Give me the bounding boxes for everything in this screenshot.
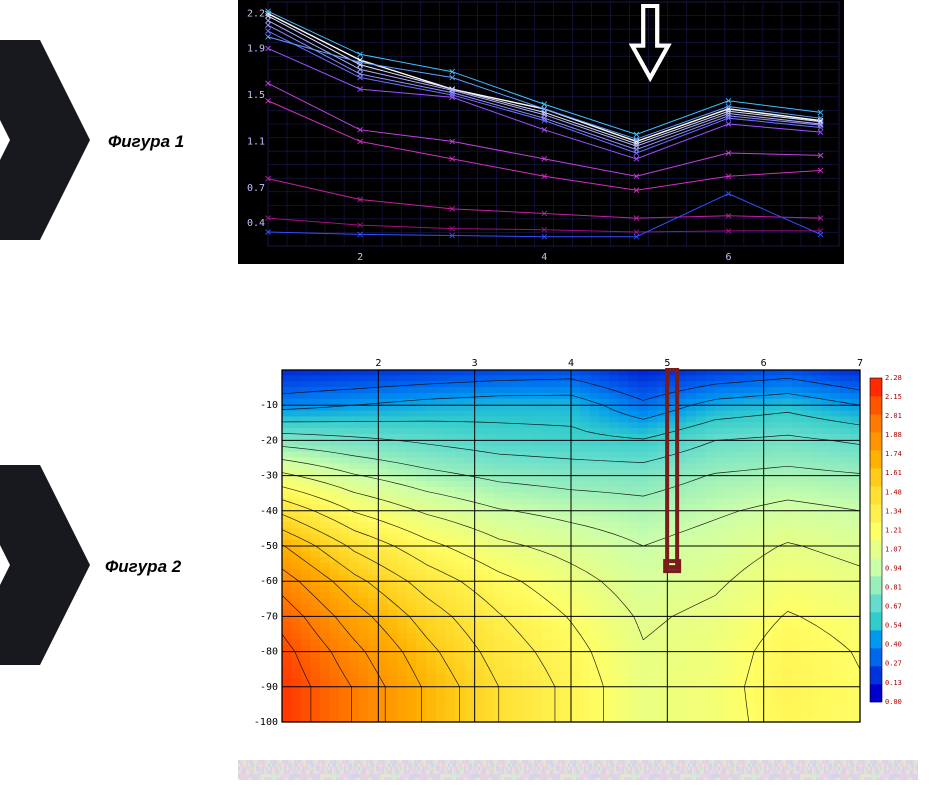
svg-text:0.00: 0.00 — [885, 698, 902, 706]
svg-text:1.48: 1.48 — [885, 488, 902, 496]
svg-text:-20: -20 — [260, 435, 278, 446]
svg-text:2.15: 2.15 — [885, 393, 902, 401]
contour-heatmap-svg: 2 3 4 5 6 7 -10 -20 -30 -40 -50 -60 -70 -80 -90 -100 0.0… — [238, 352, 918, 730]
svg-text:-40: -40 — [260, 506, 278, 517]
noise-strip — [238, 760, 918, 780]
svg-text:2: 2 — [357, 252, 363, 263]
svg-text:0.13: 0.13 — [885, 679, 902, 687]
svg-text:1.34: 1.34 — [885, 507, 902, 515]
svg-text:2.2: 2.2 — [247, 9, 265, 20]
chevron-shape — [0, 465, 90, 665]
svg-text:0.54: 0.54 — [885, 622, 902, 630]
svg-text:1.88: 1.88 — [885, 431, 902, 439]
svg-text:-90: -90 — [260, 682, 278, 693]
svg-text:-30: -30 — [260, 471, 278, 482]
line-chart: 0.4 0.7 1.1 1.5 1.9 2.2 2 4 6 — [238, 0, 844, 264]
svg-text:1.74: 1.74 — [885, 450, 902, 458]
svg-text:6: 6 — [761, 358, 767, 369]
svg-text:5: 5 — [664, 358, 670, 369]
figure-2-label: Фигура 2 — [105, 557, 181, 577]
svg-text:0.40: 0.40 — [885, 641, 902, 649]
svg-text:2.01: 2.01 — [885, 412, 902, 420]
chevron-1 — [0, 40, 90, 240]
svg-text:-100: -100 — [254, 717, 278, 728]
svg-text:-70: -70 — [260, 611, 278, 622]
svg-text:0.4: 0.4 — [247, 218, 265, 229]
svg-text:1.21: 1.21 — [885, 526, 902, 534]
svg-text:1.61: 1.61 — [885, 469, 902, 477]
svg-text:0.81: 0.81 — [885, 584, 902, 592]
svg-text:1.5: 1.5 — [247, 90, 265, 101]
svg-text:0.94: 0.94 — [885, 564, 902, 572]
svg-text:4: 4 — [541, 252, 547, 263]
svg-text:-80: -80 — [260, 647, 278, 658]
line-chart-svg: 0.4 0.7 1.1 1.5 1.9 2.2 2 4 6 — [238, 0, 844, 264]
svg-text:2: 2 — [375, 358, 381, 369]
svg-text:-60: -60 — [260, 576, 278, 587]
svg-text:7: 7 — [857, 358, 863, 369]
figure-1-label: Фигура 1 — [108, 132, 184, 152]
chevron-2 — [0, 465, 90, 665]
svg-text:1.9: 1.9 — [247, 43, 265, 54]
svg-text:1.07: 1.07 — [885, 545, 902, 553]
svg-text:0.27: 0.27 — [885, 660, 902, 668]
svg-text:0.67: 0.67 — [885, 603, 902, 611]
chevron-shape — [0, 40, 90, 240]
svg-text:-50: -50 — [260, 541, 278, 552]
svg-text:6: 6 — [725, 252, 731, 263]
svg-text:1.1: 1.1 — [247, 136, 265, 147]
svg-text:0.7: 0.7 — [247, 183, 265, 194]
contour-heatmap: 2 3 4 5 6 7 -10 -20 -30 -40 -50 -60 -70 -80 -90 -100 0.0… — [238, 352, 918, 730]
svg-text:2.28: 2.28 — [885, 374, 902, 382]
svg-text:3: 3 — [472, 358, 478, 369]
svg-text:4: 4 — [568, 358, 574, 369]
svg-text:-10: -10 — [260, 400, 278, 411]
